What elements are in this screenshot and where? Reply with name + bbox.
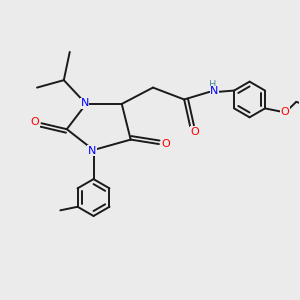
Text: H: H — [209, 80, 217, 90]
Text: N: N — [88, 146, 96, 156]
Text: N: N — [210, 86, 219, 96]
Text: O: O — [280, 107, 289, 117]
Text: O: O — [31, 117, 39, 127]
Text: O: O — [161, 139, 170, 149]
Text: O: O — [190, 127, 199, 136]
Text: N: N — [80, 98, 89, 108]
